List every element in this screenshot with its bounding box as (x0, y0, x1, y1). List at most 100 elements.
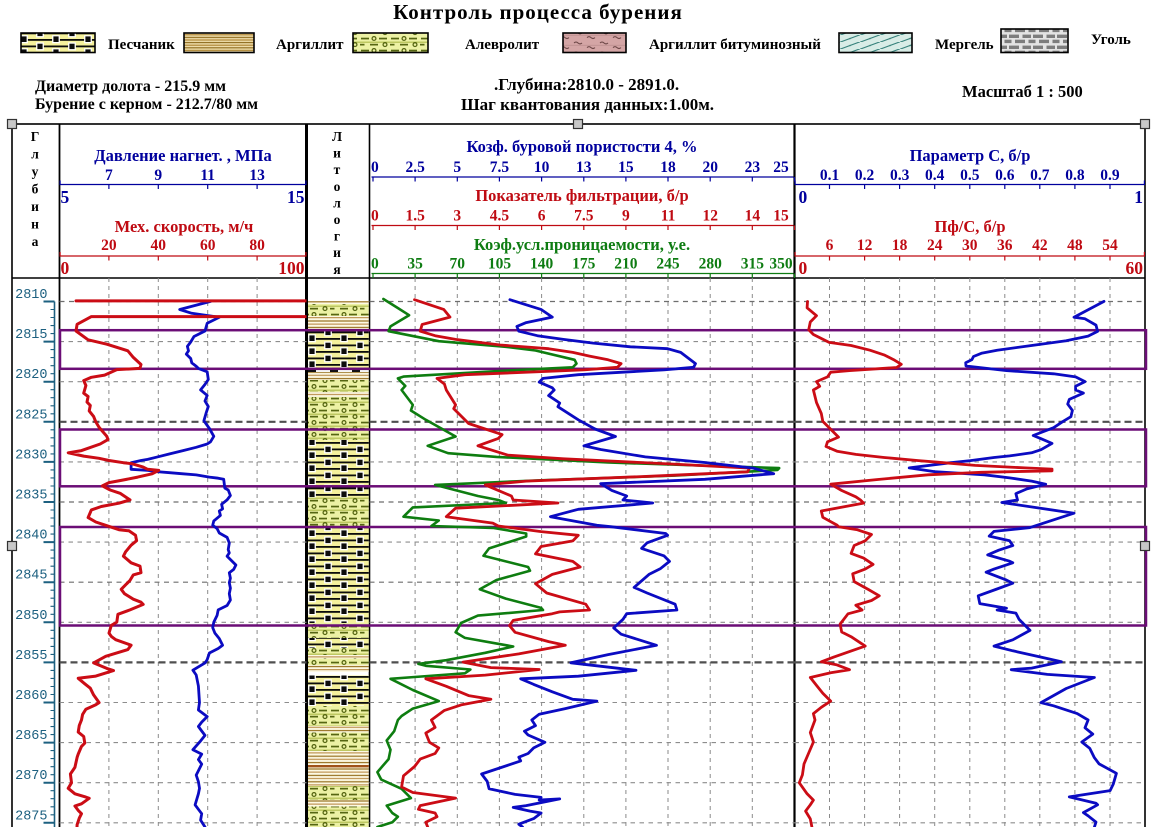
svg-text:280: 280 (699, 256, 723, 273)
svg-text:2865: 2865 (15, 729, 47, 744)
svg-text:и: и (333, 146, 341, 161)
svg-text:7.5: 7.5 (574, 208, 594, 225)
svg-text:2825: 2825 (15, 408, 47, 423)
svg-text:2810: 2810 (15, 288, 47, 303)
svg-text:0.1: 0.1 (820, 167, 839, 184)
svg-text:а: а (32, 234, 39, 249)
svg-text:12: 12 (702, 208, 718, 225)
svg-text:100: 100 (278, 258, 305, 278)
svg-text:г: г (334, 229, 340, 244)
svg-text:2845: 2845 (15, 569, 47, 584)
svg-text:13: 13 (249, 167, 265, 184)
svg-text:я: я (333, 262, 340, 277)
svg-text:350: 350 (769, 256, 793, 273)
svg-text:Песчаник: Песчаник (108, 37, 175, 53)
svg-text:0: 0 (61, 258, 70, 278)
svg-text:л: л (333, 195, 341, 210)
svg-text:Шаг квантования данных:1.00м.: Шаг квантования данных:1.00м. (461, 95, 714, 114)
svg-text:54: 54 (1102, 237, 1118, 254)
svg-text:210: 210 (614, 256, 638, 273)
svg-text:Параметр С, б/р: Параметр С, б/р (910, 146, 1031, 165)
svg-text:0: 0 (371, 208, 379, 225)
svg-text:15: 15 (618, 159, 634, 176)
svg-text:15: 15 (287, 187, 305, 207)
svg-text:Диаметр долота - 215.9 мм: Диаметр долота - 215.9 мм (35, 78, 226, 95)
svg-text:105: 105 (488, 256, 512, 273)
svg-text:о: о (334, 179, 341, 194)
svg-text:2875: 2875 (15, 809, 47, 824)
svg-text:Козф. буровой пористости 4, %: Козф. буровой пористости 4, % (466, 137, 697, 156)
svg-text:4.5: 4.5 (490, 208, 510, 225)
svg-text:л: л (31, 147, 39, 162)
svg-text:12: 12 (857, 237, 873, 254)
svg-text:0: 0 (799, 187, 808, 207)
svg-text:5: 5 (453, 159, 461, 176)
svg-text:18: 18 (660, 159, 676, 176)
svg-text:24: 24 (927, 237, 943, 254)
svg-text:2835: 2835 (15, 489, 47, 504)
svg-text:Бурение с керном - 212.7/80 мм: Бурение с керном - 212.7/80 мм (35, 96, 258, 113)
svg-text:0: 0 (799, 258, 808, 278)
svg-text:315: 315 (741, 256, 765, 273)
svg-text:70: 70 (450, 256, 466, 273)
svg-text:Мех. скорость, м/ч: Мех. скорость, м/ч (115, 217, 254, 236)
svg-text:40: 40 (151, 237, 167, 254)
svg-text:Коэф.усл.проницаемости, у.е.: Коэф.усл.проницаемости, у.е. (474, 235, 690, 254)
svg-text:1.5: 1.5 (405, 208, 425, 225)
svg-text:18: 18 (892, 237, 908, 254)
svg-text:Аргиллит: Аргиллит (276, 37, 344, 53)
svg-text:2820: 2820 (15, 368, 47, 383)
svg-text:42: 42 (1032, 237, 1048, 254)
svg-text:20: 20 (702, 159, 718, 176)
svg-text:Л: Л (332, 129, 342, 144)
svg-text:10: 10 (534, 159, 550, 176)
svg-text:80: 80 (249, 237, 265, 254)
svg-text:36: 36 (997, 237, 1013, 254)
svg-text:6: 6 (538, 208, 546, 225)
svg-text:11: 11 (661, 208, 676, 225)
svg-text:0.9: 0.9 (1100, 167, 1120, 184)
svg-text:9: 9 (154, 167, 162, 184)
svg-text:3: 3 (453, 208, 461, 225)
svg-text:Г: Г (31, 129, 40, 144)
svg-text:у: у (32, 164, 39, 179)
svg-text:2830: 2830 (15, 448, 47, 463)
svg-text:14: 14 (745, 208, 761, 225)
svg-text:6: 6 (826, 237, 834, 254)
svg-text:9: 9 (622, 208, 630, 225)
svg-text:2815: 2815 (15, 328, 47, 343)
svg-text:11: 11 (200, 167, 215, 184)
svg-text:и: и (31, 199, 39, 214)
svg-text:Пф/С, б/р: Пф/С, б/р (934, 217, 1005, 236)
svg-text:2.5: 2.5 (405, 159, 425, 176)
svg-text:245: 245 (656, 256, 680, 273)
svg-text:25: 25 (773, 159, 789, 176)
svg-text:0.7: 0.7 (1030, 167, 1050, 184)
svg-text:35: 35 (407, 256, 423, 273)
svg-text:48: 48 (1067, 237, 1083, 254)
svg-text:Масштаб 1 : 500: Масштаб 1 : 500 (962, 82, 1083, 101)
svg-text:0.4: 0.4 (925, 167, 945, 184)
svg-text:140: 140 (530, 256, 554, 273)
svg-text:30: 30 (962, 237, 978, 254)
svg-text:0.2: 0.2 (855, 167, 875, 184)
svg-text:2860: 2860 (15, 689, 47, 704)
svg-text:0: 0 (371, 159, 379, 176)
svg-text:0.5: 0.5 (960, 167, 980, 184)
svg-text:Уголь: Уголь (1091, 32, 1131, 48)
svg-text:т: т (334, 162, 341, 177)
svg-text:20: 20 (101, 237, 117, 254)
svg-text:н: н (31, 217, 39, 232)
svg-text:0.3: 0.3 (890, 167, 910, 184)
svg-text:175: 175 (572, 256, 596, 273)
svg-text:б: б (32, 182, 39, 197)
svg-text:1: 1 (1134, 187, 1143, 207)
svg-text:и: и (333, 245, 341, 260)
svg-text:Давление нагнет. , МПа: Давление нагнет. , МПа (94, 146, 271, 165)
svg-text:15: 15 (773, 208, 789, 225)
svg-text:0.8: 0.8 (1065, 167, 1085, 184)
svg-text:Показатель фильтрации, б/р: Показатель фильтрации, б/р (475, 186, 688, 205)
svg-text:60: 60 (1126, 258, 1144, 278)
svg-text:Мергель: Мергель (935, 37, 994, 53)
svg-text:7: 7 (105, 167, 113, 184)
